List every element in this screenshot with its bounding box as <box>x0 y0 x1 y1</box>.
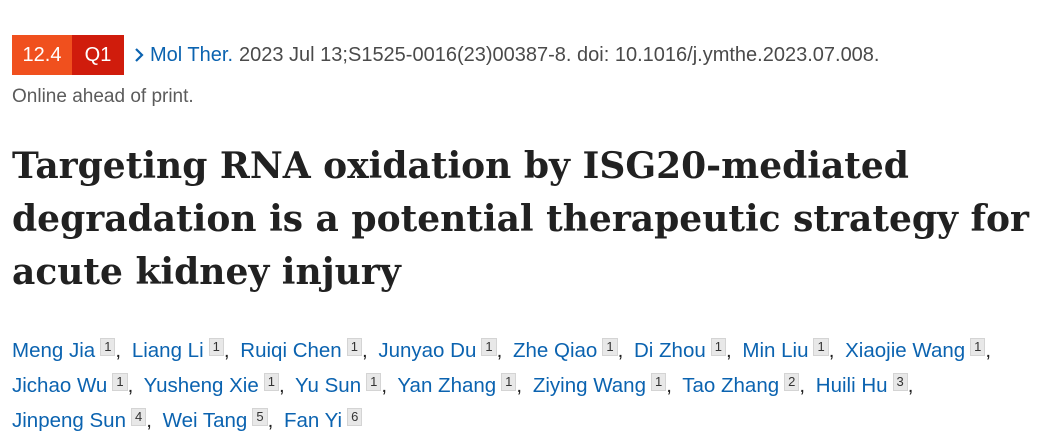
separator: , <box>146 409 152 432</box>
author-name[interactable]: Yusheng Xie <box>143 374 259 397</box>
author-name[interactable]: Fan Yi <box>283 409 343 432</box>
separator: , <box>666 374 672 397</box>
author-name[interactable]: Min Liu <box>742 339 809 362</box>
author: Tao Zhang 2, <box>682 373 810 397</box>
separator: , <box>617 339 624 362</box>
affiliation-number[interactable]: 1 <box>208 338 224 356</box>
author: Jichao Wu 1, <box>12 373 138 397</box>
author-name[interactable]: Di Zhou <box>633 339 706 362</box>
affiliation-number[interactable]: 1 <box>602 338 618 356</box>
author: Ziying Wang 1, <box>532 373 677 397</box>
affiliation-number[interactable]: 1 <box>112 373 128 391</box>
author-name[interactable]: Ruiqi Chen <box>240 339 342 362</box>
author-name[interactable]: Ziying Wang <box>532 374 646 397</box>
citation-text: 2023 Jul 13;S1525-0016(23)00387-8. doi: … <box>239 43 880 66</box>
author-name[interactable]: Jichao Wu <box>12 374 108 397</box>
separator: , <box>496 339 503 362</box>
author-name[interactable]: Junyao Du <box>378 339 477 362</box>
author-name[interactable]: Jinpeng Sun <box>12 409 126 432</box>
author: Jinpeng Sun 4, <box>12 408 157 432</box>
separator: , <box>799 374 806 397</box>
affiliation-number[interactable]: 1 <box>100 338 116 356</box>
author: Zhe Qiao 1, <box>513 338 628 362</box>
author: Yu Sun 1, <box>295 373 392 397</box>
author: Meng Jia 1, <box>12 338 126 362</box>
author: Di Zhou 1, <box>633 338 737 362</box>
author: Wei Tang 5, <box>162 408 279 432</box>
article-title: Targeting RNA oxidation by ISG20-mediate… <box>12 145 1029 293</box>
affiliation-number[interactable]: 1 <box>346 338 362 356</box>
affiliation-number[interactable]: 1 <box>481 338 497 356</box>
author-name[interactable]: Xiaojie Wang <box>845 339 966 362</box>
author: Min Liu 1, <box>742 338 839 362</box>
citation-row: 12.4 Q1 Mol Ther. 2023 Jul 13;S1525-0016… <box>12 35 880 75</box>
separator: , <box>725 339 732 362</box>
affiliation-number[interactable]: 2 <box>784 373 800 391</box>
journal-link[interactable]: Mol Ther. <box>150 43 233 66</box>
separator: , <box>361 339 368 362</box>
author: Ruiqi Chen 1, <box>240 338 372 362</box>
separator: , <box>828 339 835 362</box>
author: Yan Zhang 1, <box>397 373 527 397</box>
quartile-badge: Q1 <box>72 35 124 75</box>
affiliation-number[interactable]: 6 <box>347 408 363 426</box>
separator: , <box>907 374 914 397</box>
affiliation-number[interactable]: 4 <box>130 408 147 426</box>
author: Huili Hu 3, <box>815 373 919 397</box>
affiliation-number[interactable]: 1 <box>366 373 382 391</box>
separator: , <box>127 374 134 397</box>
author-name[interactable]: Liang Li <box>131 339 204 362</box>
affiliation-number[interactable]: 1 <box>501 373 517 391</box>
separator: , <box>985 339 992 362</box>
author-name[interactable]: Zhe Qiao <box>513 339 598 362</box>
affiliation-number[interactable]: 1 <box>263 373 279 391</box>
author-name[interactable]: Tao Zhang <box>682 374 780 397</box>
separator: , <box>115 339 122 362</box>
separator: , <box>516 374 523 397</box>
affiliation-number[interactable]: 1 <box>813 338 829 356</box>
separator: , <box>278 374 285 397</box>
separator: , <box>223 339 230 362</box>
affiliation-number[interactable]: 5 <box>252 408 268 426</box>
separator: , <box>267 409 274 432</box>
arrow-icon <box>135 48 144 62</box>
separator: , <box>381 374 388 397</box>
author-name[interactable]: Wei Tang <box>162 409 248 432</box>
publication-status: Online ahead of print. <box>12 86 194 107</box>
author: Liang Li 1, <box>131 338 235 362</box>
author: Xiaojie Wang 1, <box>845 338 996 362</box>
author: Junyao Du 1, <box>378 338 507 362</box>
affiliation-number[interactable]: 3 <box>892 373 908 391</box>
impact-factor-badge: 12.4 <box>12 35 72 75</box>
affiliation-number[interactable]: 1 <box>710 338 726 356</box>
author-name[interactable]: Yu Sun <box>295 374 362 397</box>
author-name[interactable]: Huili Hu <box>815 374 888 397</box>
affiliation-number[interactable]: 1 <box>970 338 986 356</box>
affiliation-number[interactable]: 1 <box>650 373 667 391</box>
author-list: Meng Jia 1, Liang Li 1, Ruiqi Chen 1, Junya… <box>12 333 1052 438</box>
author-name[interactable]: Meng Jia <box>12 339 96 362</box>
author: Yusheng Xie 1, <box>143 373 290 397</box>
author-name[interactable]: Yan Zhang <box>397 374 497 397</box>
author: Fan Yi 6 <box>283 408 363 432</box>
